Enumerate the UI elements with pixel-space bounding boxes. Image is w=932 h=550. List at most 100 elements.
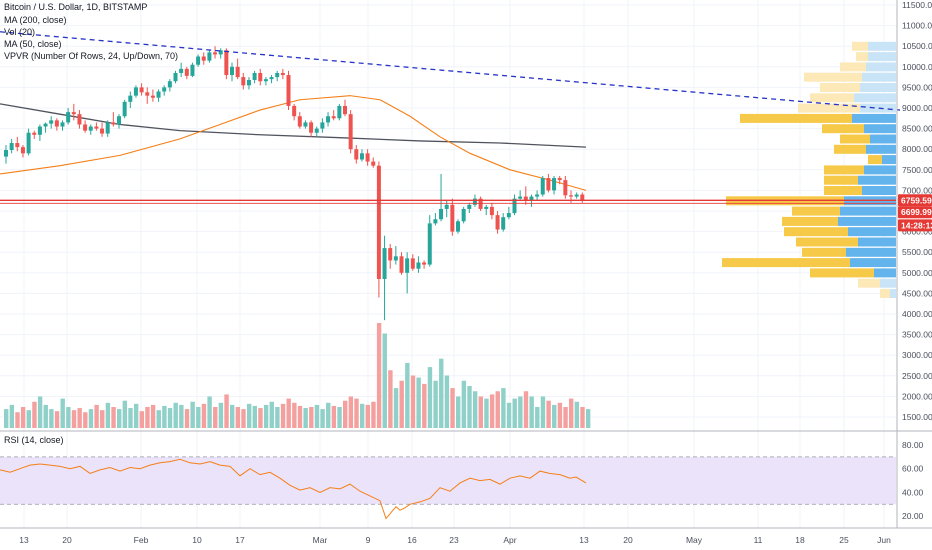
- candle-body: [337, 105, 342, 119]
- rsi-line: [0, 458, 587, 520]
- candle-body: [444, 204, 449, 209]
- trendline-path: [0, 31, 901, 111]
- candle: [540, 175, 545, 197]
- candle-body: [179, 68, 184, 73]
- candle: [190, 62, 195, 78]
- volume-bar: [557, 402, 563, 428]
- volume-bar: [162, 405, 167, 428]
- volume-bar: [128, 408, 133, 428]
- candle-body: [4, 150, 8, 157]
- candle: [433, 213, 438, 226]
- volume-bar: [309, 407, 314, 428]
- candle-body: [117, 116, 121, 125]
- trendline[interactable]: [0, 31, 901, 111]
- candle-body: [49, 120, 54, 124]
- volume-bar: [218, 402, 224, 428]
- volume-bar: [207, 396, 212, 428]
- candle: [179, 62, 184, 78]
- horizontal-line[interactable]: [0, 199, 896, 204]
- price-tag-bg: [898, 206, 932, 219]
- price-tag-bg: [898, 194, 932, 207]
- candle-body: [213, 52, 218, 55]
- volume-bar: [246, 403, 252, 428]
- vol-legend[interactable]: Vol (20): [4, 27, 36, 37]
- candle: [393, 246, 398, 265]
- candle-body: [552, 178, 557, 191]
- volume-bar: [179, 404, 184, 428]
- time-tick-label: Apr: [503, 535, 516, 545]
- vpvr-down-bar: [798, 103, 860, 113]
- candle: [456, 219, 460, 234]
- price-tick-label: 2500.00: [902, 371, 932, 381]
- candle-body: [275, 72, 280, 78]
- rsi-legend[interactable]: RSI (14, close): [4, 435, 64, 445]
- volume-bar: [269, 401, 274, 428]
- volume-bar: [105, 402, 111, 428]
- candle: [263, 77, 268, 86]
- vpvr-down-bar: [824, 165, 864, 175]
- candle: [230, 62, 234, 82]
- vpvr-up-bar: [882, 155, 896, 165]
- candle: [269, 75, 274, 84]
- time-axis[interactable]: 13 20 Feb 10 17 Mar 9 16 23 Apr 13 20 May 11 18 25 Jun: [19, 535, 891, 545]
- volume-bar: [224, 394, 229, 428]
- vpvr-down-bar: [858, 278, 880, 288]
- price-tick-label: 6000.00: [902, 227, 932, 237]
- symbol-title[interactable]: Bitcoin / U.S. Dollar, 1D, BITSTAMP: [4, 2, 148, 12]
- vpvr-up-bar: [868, 41, 896, 51]
- ma200-legend[interactable]: MA (200, close): [4, 15, 67, 25]
- candle: [574, 192, 579, 199]
- time-tick-label: 25: [839, 535, 849, 545]
- candle-body: [382, 248, 387, 279]
- vpvr-legend[interactable]: VPVR (Number Of Rows, 24, Up/Down, 70): [4, 51, 179, 61]
- price-tag-bg: [898, 219, 932, 232]
- candle-body: [427, 223, 432, 265]
- price-tick-label: 8000.00: [902, 144, 932, 154]
- candle: [343, 99, 347, 117]
- vpvr-up-bar: [864, 165, 896, 175]
- volume-bar: [94, 404, 99, 428]
- volume-bar: [546, 400, 551, 428]
- price-axis[interactable]: 11500.00 11000.00 10500.00 10000.00 9500.00 9…: [902, 0, 932, 422]
- candle-body: [54, 120, 59, 127]
- ma50-legend[interactable]: MA (50, close): [4, 39, 62, 49]
- volume-bar: [535, 407, 540, 428]
- volume-bar: [320, 409, 325, 428]
- volume-bar: [145, 407, 150, 428]
- candle-body: [100, 128, 105, 134]
- candle-body: [478, 198, 483, 209]
- candle: [15, 136, 20, 152]
- ma50-path: [0, 95, 587, 191]
- candle: [478, 196, 483, 211]
- time-tick-label: 23: [449, 535, 459, 545]
- candle-body: [569, 195, 573, 197]
- candle-body: [292, 105, 297, 117]
- candle-body: [207, 52, 212, 61]
- rsi-tick-label: 40.00: [902, 487, 924, 497]
- vpvr-up-bar: [858, 175, 896, 185]
- volume-bar: [43, 404, 48, 428]
- candle-body: [37, 126, 42, 135]
- candle-body: [286, 75, 291, 106]
- candle-body: [252, 72, 257, 80]
- candle-body: [557, 178, 562, 181]
- candle-body: [393, 256, 398, 261]
- candle: [162, 85, 167, 96]
- candle-body: [410, 258, 415, 269]
- candle-body: [467, 204, 472, 209]
- candle-body: [241, 77, 246, 86]
- candle-body: [365, 153, 370, 162]
- rsi-tick-label: 20.00: [902, 511, 924, 521]
- candle-body: [461, 208, 466, 222]
- candle-body: [320, 122, 325, 129]
- volume-bar: [263, 404, 269, 428]
- candle-body: [546, 178, 551, 191]
- candle: [173, 70, 178, 84]
- price-tick-label: 11500.00: [902, 0, 932, 10]
- candle-body: [173, 72, 178, 82]
- volume-bar: [275, 407, 280, 428]
- candle: [54, 118, 59, 131]
- vpvr-down-bar: [784, 227, 848, 237]
- candle: [150, 89, 155, 102]
